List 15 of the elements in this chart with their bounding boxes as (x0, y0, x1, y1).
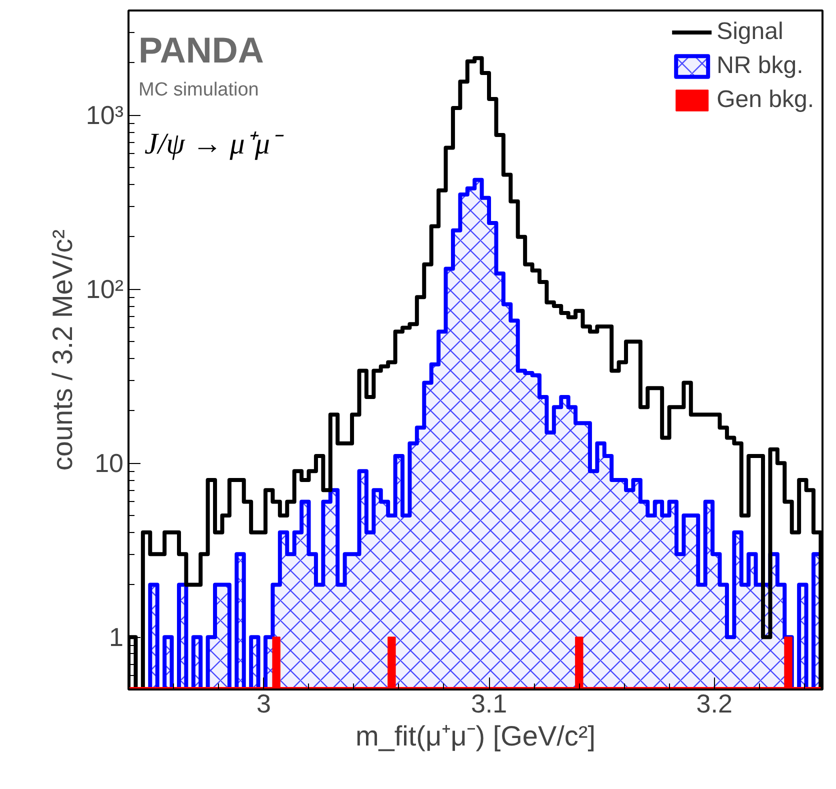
legend-label: Gen bkg. (716, 86, 814, 114)
x-tick-label: 3.2 (696, 688, 732, 718)
legend-label: Signal (716, 18, 784, 46)
annotation: MC simulation (138, 80, 259, 100)
y-tick-label: 1 (109, 622, 124, 652)
annotation: PANDA (138, 30, 264, 70)
x-axis-title: m_fit(μ⁺μ⁻) [GeV/c²] (355, 720, 596, 752)
y-tick-label: 10 (94, 448, 124, 478)
annotation: J/ψ → μ⁺μ⁻ (144, 128, 284, 160)
y-axis-title: counts / 3.2 MeV/c² (46, 229, 78, 471)
x-tick-label: 3 (256, 688, 271, 718)
y-tick-label: 10² (86, 274, 124, 304)
x-tick-label: 3.1 (470, 688, 508, 718)
legend-label: NR bkg. (716, 52, 804, 80)
y-tick-label: 10³ (86, 100, 124, 130)
